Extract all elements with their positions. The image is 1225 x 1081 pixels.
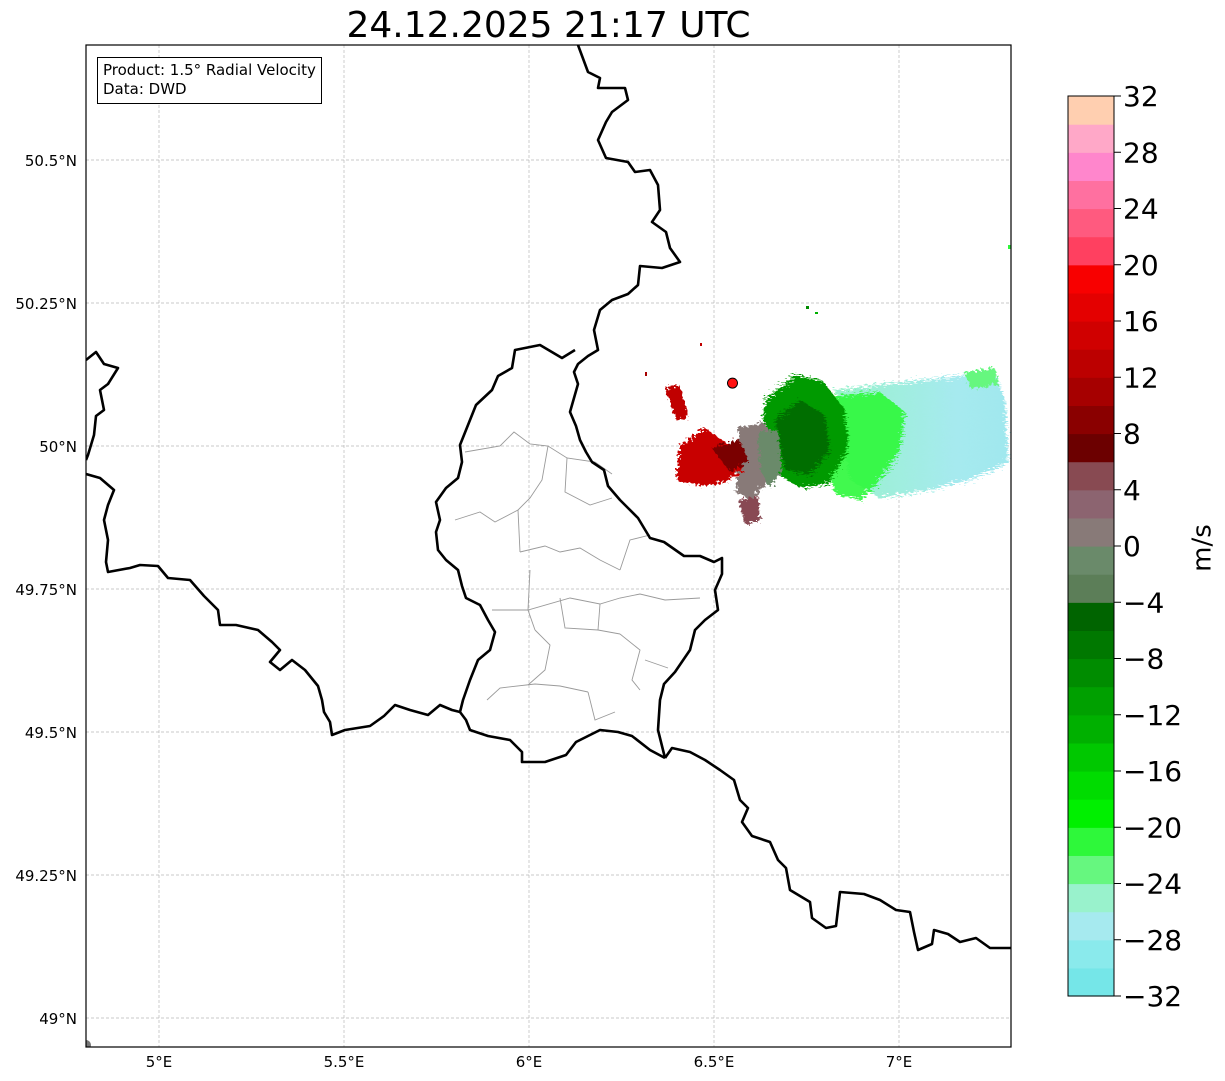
colorbar-bin [1068, 630, 1114, 660]
colorbar-bin [1068, 771, 1114, 800]
radar-echoes [645, 245, 1011, 524]
colorbar-bin [1068, 911, 1114, 941]
echo-speck-5 [645, 372, 647, 376]
product-info-box: Product: 1.5° Radial Velocity Data: DWD [97, 57, 322, 104]
map-frame [85, 44, 1012, 1048]
lat-tick-label: 49.5°N [25, 724, 77, 742]
border-luxembourg-west [434, 343, 666, 764]
lon-tick-label: 7°E [886, 1053, 913, 1071]
map-title: 24.12.2025 21:17 UTC [346, 5, 751, 46]
lat-tick-label: 50.25°N [15, 295, 77, 313]
radar-site-marker [727, 377, 738, 389]
colorbar-tick-label: −12 [1123, 699, 1182, 732]
colorbar-tick-label: 8 [1123, 418, 1141, 451]
echo-grey-green [758, 430, 782, 488]
colorbar-bin [1068, 321, 1114, 350]
colorbar-tick-label: 28 [1123, 136, 1159, 169]
colorbar-tick-label: 16 [1123, 305, 1159, 338]
lat-tick-label: 49°N [39, 1010, 77, 1028]
colorbar-tick-label: 4 [1123, 474, 1141, 507]
border-germany-south [663, 746, 1011, 952]
colorbar-bin [1068, 658, 1114, 688]
echo-darkgreen-core [775, 400, 830, 475]
border-belgium-west [86, 350, 120, 461]
colorbar-bin [1068, 517, 1114, 547]
echo-red-main [676, 428, 742, 486]
colorbar: 32 28 24 20 16 12 8 4 0 −4 −8 −12 −16 −20 −24 −28 −32 [1067, 80, 1182, 1013]
lat-tick-label: 50°N [39, 438, 77, 456]
colorbar-bin [1068, 292, 1114, 322]
border-germany-west [568, 45, 724, 759]
colorbar-bin [1068, 939, 1114, 969]
colorbar-bin [1068, 967, 1114, 997]
colorbar-tick-label: −32 [1123, 980, 1182, 1013]
lon-tick-label: 5.5°E [324, 1053, 365, 1071]
colorbar-bin [1068, 405, 1114, 435]
colorbar-bin [1068, 180, 1114, 210]
colorbar-bin [1068, 574, 1114, 603]
product-label: Product: 1.5° Radial Velocity [103, 61, 316, 79]
colorbar-bin [1068, 433, 1114, 463]
colorbar-bin [1068, 377, 1114, 406]
colorbar-tick-label: 12 [1123, 361, 1159, 394]
colorbar-bin [1068, 602, 1114, 631]
colorbar-tick-label: 0 [1123, 530, 1141, 563]
internal-boundaries [454, 431, 701, 721]
colorbar-tick-label: −16 [1123, 755, 1182, 788]
colorbar-bin [1068, 264, 1114, 294]
national-borders [86, 45, 1011, 952]
colorbar-tick-label: −20 [1123, 811, 1182, 844]
echo-speck-4 [700, 343, 702, 346]
colorbar-bin [1068, 686, 1114, 716]
echo-red-streak [665, 385, 688, 420]
colorbar-tick-label: −4 [1123, 586, 1164, 619]
colorbar-bin [1068, 546, 1114, 575]
echo-darkred [712, 440, 748, 472]
colorbar-bin [1068, 96, 1114, 125]
corner-marker [86, 1040, 91, 1047]
colorbar-bin [1068, 349, 1114, 378]
echo-speck-1 [806, 306, 809, 309]
colorbar-tick-label: −8 [1123, 643, 1164, 676]
colorbar-bin [1068, 714, 1114, 744]
colorbar-tick-label: 24 [1123, 193, 1159, 226]
colorbar-bin [1068, 461, 1114, 491]
data-source-label: Data: DWD [103, 80, 187, 98]
axis-tick-labels: 5°E 5.5°E 6°E 6.5°E 7°E 50.5°N 50.25°N 50°N 49.7… [15, 152, 912, 1071]
colorbar-bin [1068, 208, 1114, 238]
lon-tick-label: 6°E [516, 1053, 543, 1071]
colorbar-tick-label: 32 [1123, 80, 1159, 113]
colorbar-tick-label: −24 [1123, 868, 1182, 901]
colorbar-bin [1068, 799, 1114, 828]
lat-tick-label: 49.75°N [15, 581, 77, 599]
colorbar-tick-label: 20 [1123, 249, 1159, 282]
lon-tick-label: 5°E [146, 1053, 173, 1071]
lat-tick-label: 49.25°N [15, 867, 77, 885]
colorbar-unit-label: m/s [1188, 524, 1218, 572]
echo-speck-3 [1008, 245, 1011, 249]
colorbar-bin [1068, 855, 1114, 885]
colorbar-bin [1068, 236, 1114, 266]
colorbar-tick-label: −28 [1123, 924, 1182, 957]
echo-speck-2 [815, 312, 818, 314]
echo-green-fringe [965, 368, 998, 388]
echo-maroon-tail [738, 496, 760, 524]
colorbar-bin [1068, 124, 1114, 153]
map-geography [86, 45, 1011, 1047]
colorbar-bin [1068, 883, 1114, 913]
lon-tick-label: 6.5°E [694, 1053, 735, 1071]
colorbar-bin [1068, 827, 1114, 856]
lat-tick-label: 50.5°N [25, 152, 77, 170]
border-france-belgium [86, 472, 461, 737]
colorbar-bin [1068, 742, 1114, 772]
colorbar-bin [1068, 152, 1114, 181]
colorbar-bin [1068, 489, 1114, 519]
